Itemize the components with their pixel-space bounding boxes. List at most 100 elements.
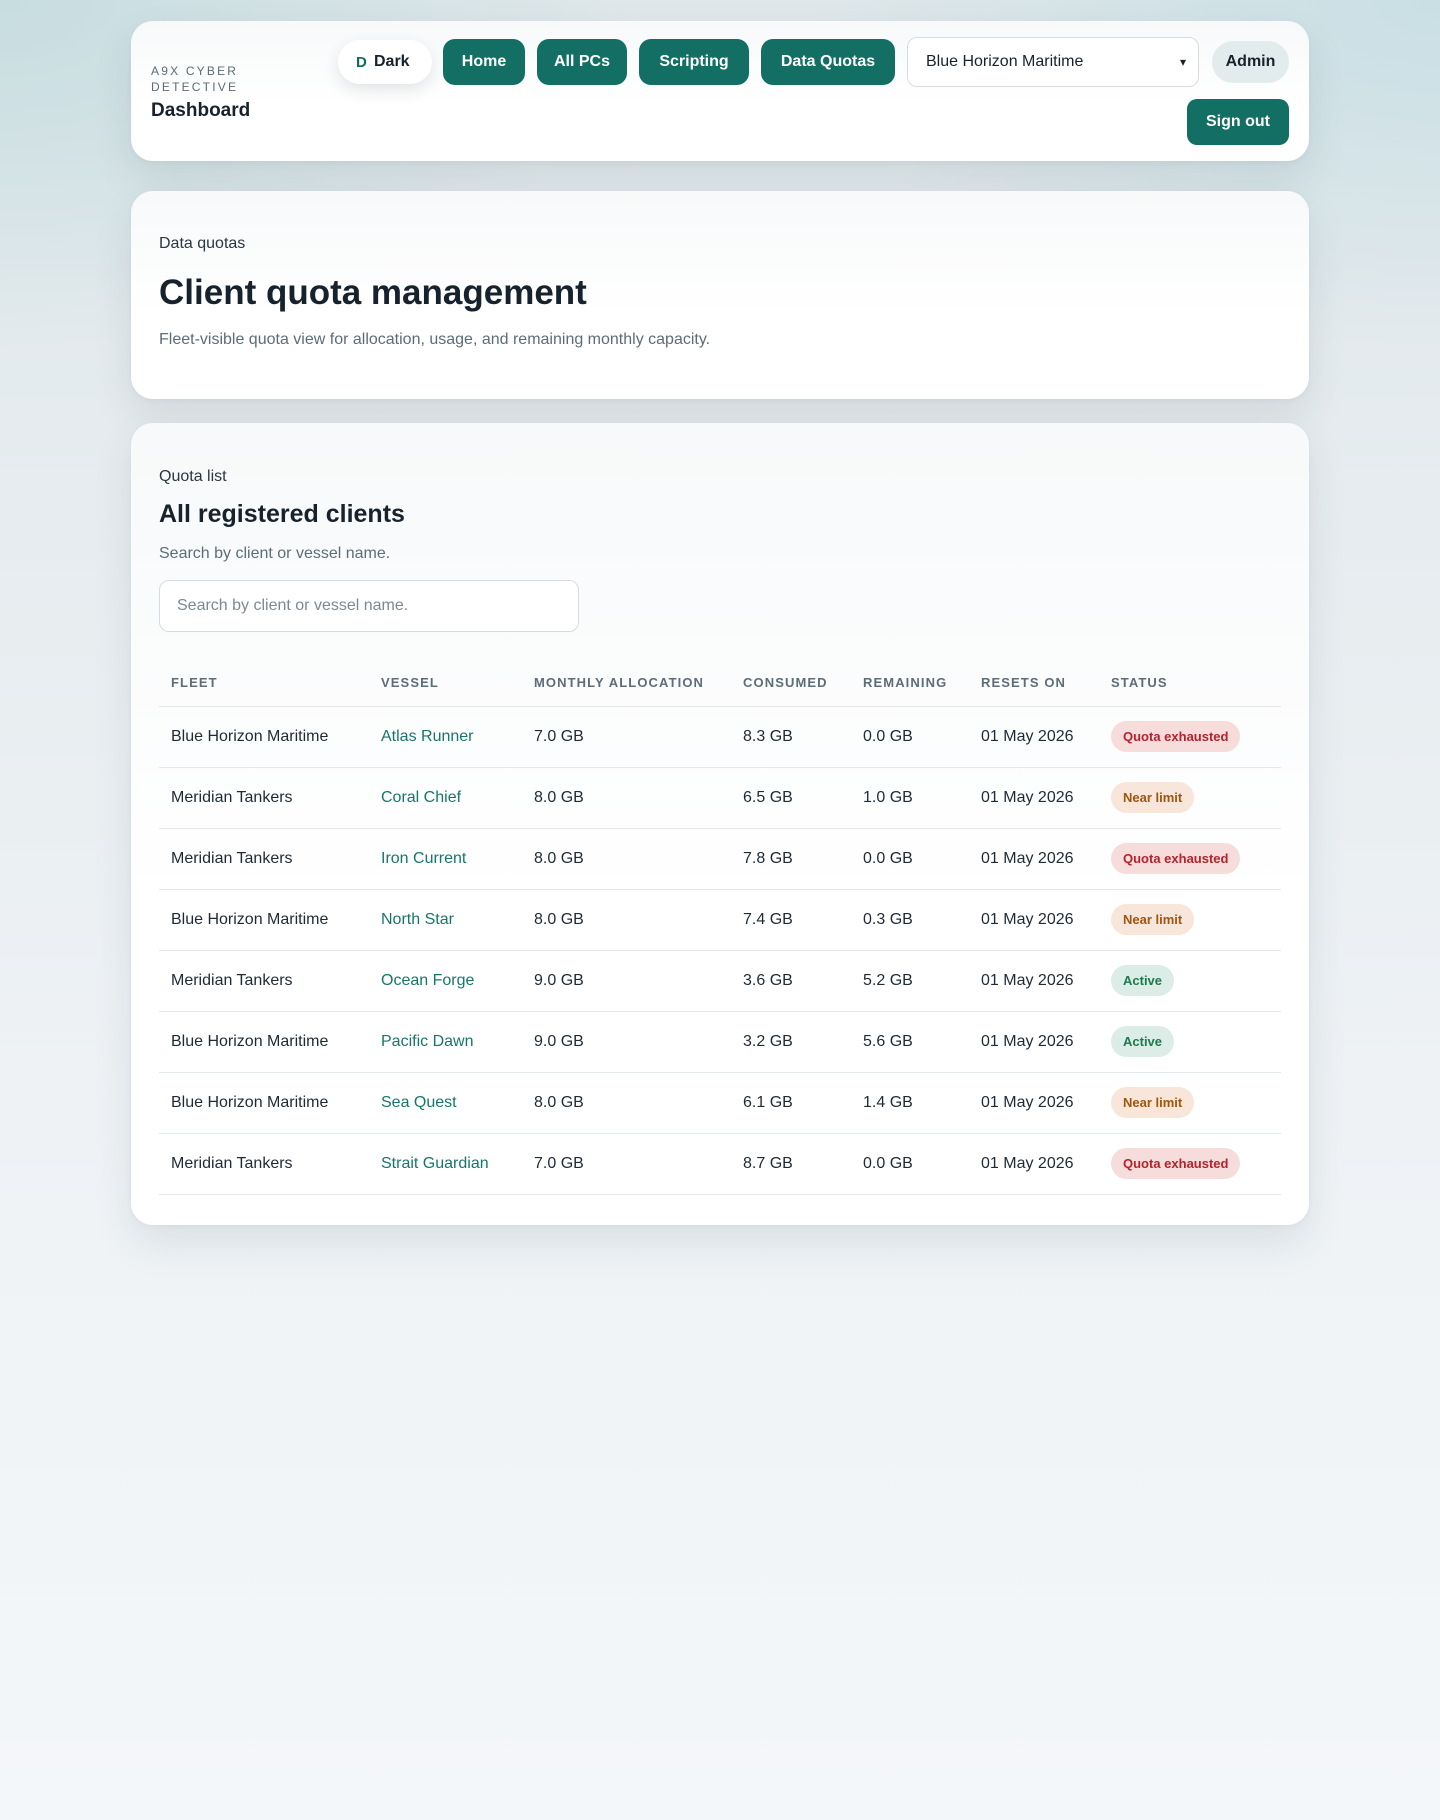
- theme-toggle-button[interactable]: D Dark: [338, 40, 432, 84]
- fleet-cell: Blue Horizon Maritime: [159, 1072, 369, 1134]
- chevron-down-icon: ▾: [1179, 55, 1186, 69]
- vessel-link[interactable]: Atlas Runner: [369, 706, 522, 768]
- table-row: Meridian Tankers Ocean Forge 9.0 GB 3.6 GB 5…: [159, 950, 1281, 1012]
- search-placeholder: Search by client or vessel name.: [177, 597, 409, 614]
- consumed-cell: 7.4 GB: [731, 889, 851, 951]
- table-row: Meridian Tankers Coral Chief 8.0 GB 6.5 GB 1…: [159, 767, 1281, 829]
- quota-list-card: Quota list All registered clients Search…: [131, 423, 1309, 1225]
- page-title: Client quota management: [159, 273, 587, 312]
- fleet-cell: Blue Horizon Maritime: [159, 889, 369, 951]
- column-header-fleet[interactable]: Fleet: [159, 660, 369, 707]
- status-cell: Near limit: [1099, 1072, 1281, 1134]
- remaining-cell: 0.0 GB: [851, 828, 969, 890]
- status-cell: Active: [1099, 1011, 1281, 1073]
- resets-cell: 01 May 2026: [969, 706, 1099, 768]
- remaining-cell: 0.0 GB: [851, 1133, 969, 1195]
- intro-card: Data quotas Client quota management Flee…: [131, 191, 1309, 399]
- fleet-cell: Meridian Tankers: [159, 950, 369, 1012]
- vessel-link[interactable]: Pacific Dawn: [369, 1011, 522, 1073]
- allocation-cell: 7.0 GB: [522, 706, 731, 768]
- page-description: Fleet-visible quota view for allocation,…: [159, 331, 711, 348]
- quota-list-title: All registered clients: [159, 500, 405, 528]
- column-header-resets-on[interactable]: Resets on: [969, 660, 1099, 707]
- allocation-cell: 7.0 GB: [522, 1133, 731, 1195]
- column-header-consumed[interactable]: Consumed: [731, 660, 851, 707]
- vessel-link[interactable]: Strait Guardian: [369, 1133, 522, 1195]
- remaining-cell: 5.6 GB: [851, 1011, 969, 1073]
- column-header-status[interactable]: Status: [1099, 660, 1281, 707]
- nav-home-button[interactable]: Home: [443, 39, 525, 85]
- brand-title: Dashboard: [151, 100, 251, 121]
- brand-kicker: A9X CYBER DETECTIVE: [151, 64, 239, 94]
- brand: A9X CYBER DETECTIVE Dashboard: [151, 63, 261, 122]
- resets-cell: 01 May 2026: [969, 828, 1099, 890]
- resets-cell: 01 May 2026: [969, 1011, 1099, 1073]
- quota-table: Fleet Vessel Monthly allocation Consumed…: [159, 660, 1281, 1195]
- vessel-link[interactable]: Ocean Forge: [369, 950, 522, 1012]
- allocation-cell: 9.0 GB: [522, 1011, 731, 1073]
- nav-all-pcs-button[interactable]: All PCs: [537, 39, 627, 85]
- column-header-remaining[interactable]: Remaining: [851, 660, 969, 707]
- resets-cell: 01 May 2026: [969, 950, 1099, 1012]
- status-cell: Quota exhausted: [1099, 828, 1281, 890]
- table-row: Blue Horizon Maritime Sea Quest 8.0 GB 6.1 …: [159, 1072, 1281, 1134]
- client-select[interactable]: Blue Horizon Maritime ▾: [907, 37, 1199, 87]
- resets-cell: 01 May 2026: [969, 767, 1099, 829]
- table-row: Meridian Tankers Strait Guardian 7.0 GB 8.7…: [159, 1133, 1281, 1195]
- column-header-vessel[interactable]: Vessel: [369, 660, 522, 707]
- status-badge: Near limit: [1111, 782, 1195, 813]
- user-role-badge[interactable]: Admin: [1212, 41, 1289, 83]
- resets-cell: 01 May 2026: [969, 1072, 1099, 1134]
- consumed-cell: 3.2 GB: [731, 1011, 851, 1073]
- fleet-cell: Blue Horizon Maritime: [159, 1011, 369, 1073]
- remaining-cell: 1.4 GB: [851, 1072, 969, 1134]
- status-cell: Quota exhausted: [1099, 1133, 1281, 1195]
- table-row: Meridian Tankers Iron Current 8.0 GB 7.8 GB…: [159, 828, 1281, 890]
- search-input[interactable]: Search by client or vessel name.: [159, 580, 579, 632]
- column-header-allocation[interactable]: Monthly allocation: [522, 660, 731, 707]
- remaining-cell: 0.3 GB: [851, 889, 969, 951]
- remaining-cell: 5.2 GB: [851, 950, 969, 1012]
- status-badge: Active: [1111, 965, 1175, 996]
- sign-out-button[interactable]: Sign out: [1187, 99, 1289, 145]
- fleet-cell: Meridian Tankers: [159, 1133, 369, 1195]
- table-row: Blue Horizon Maritime Pacific Dawn 9.0 GB 3…: [159, 1011, 1281, 1073]
- resets-cell: 01 May 2026: [969, 889, 1099, 951]
- top-header: A9X CYBER DETECTIVE Dashboard D Dark Hom…: [131, 21, 1309, 161]
- nav-data-quotas-button[interactable]: Data Quotas: [761, 39, 895, 85]
- vessel-link[interactable]: Coral Chief: [369, 767, 522, 829]
- vessel-link[interactable]: North Star: [369, 889, 522, 951]
- remaining-cell: 1.0 GB: [851, 767, 969, 829]
- status-cell: Quota exhausted: [1099, 706, 1281, 768]
- allocation-cell: 8.0 GB: [522, 828, 731, 890]
- consumed-cell: 8.7 GB: [731, 1133, 851, 1195]
- consumed-cell: 3.6 GB: [731, 950, 851, 1012]
- allocation-cell: 8.0 GB: [522, 889, 731, 951]
- vessel-link[interactable]: Iron Current: [369, 828, 522, 890]
- allocation-cell: 8.0 GB: [522, 1072, 731, 1134]
- status-badge: Quota exhausted: [1111, 1148, 1241, 1179]
- search-hint: Search by client or vessel name.: [159, 545, 391, 562]
- consumed-cell: 7.8 GB: [731, 828, 851, 890]
- nav-scripting-button[interactable]: Scripting: [639, 39, 749, 85]
- status-cell: Near limit: [1099, 889, 1281, 951]
- fleet-cell: Meridian Tankers: [159, 828, 369, 890]
- fleet-cell: Meridian Tankers: [159, 767, 369, 829]
- section-eyebrow: Data quotas: [159, 235, 246, 252]
- status-cell: Near limit: [1099, 767, 1281, 829]
- table-header-row: Fleet Vessel Monthly allocation Consumed…: [159, 660, 1281, 707]
- table-row: Blue Horizon Maritime North Star 8.0 GB 7.4…: [159, 889, 1281, 951]
- consumed-cell: 6.5 GB: [731, 767, 851, 829]
- fleet-cell: Blue Horizon Maritime: [159, 706, 369, 768]
- vessel-link[interactable]: Sea Quest: [369, 1072, 522, 1134]
- theme-toggle-label: Dark: [374, 53, 410, 70]
- consumed-cell: 8.3 GB: [731, 706, 851, 768]
- status-badge: Quota exhausted: [1111, 843, 1241, 874]
- status-badge: Near limit: [1111, 904, 1195, 935]
- allocation-cell: 8.0 GB: [522, 767, 731, 829]
- consumed-cell: 6.1 GB: [731, 1072, 851, 1134]
- theme-icon: D: [356, 53, 367, 71]
- allocation-cell: 9.0 GB: [522, 950, 731, 1012]
- quota-table-body: Blue Horizon Maritime Atlas Runner 7.0 GB 8…: [159, 706, 1281, 1195]
